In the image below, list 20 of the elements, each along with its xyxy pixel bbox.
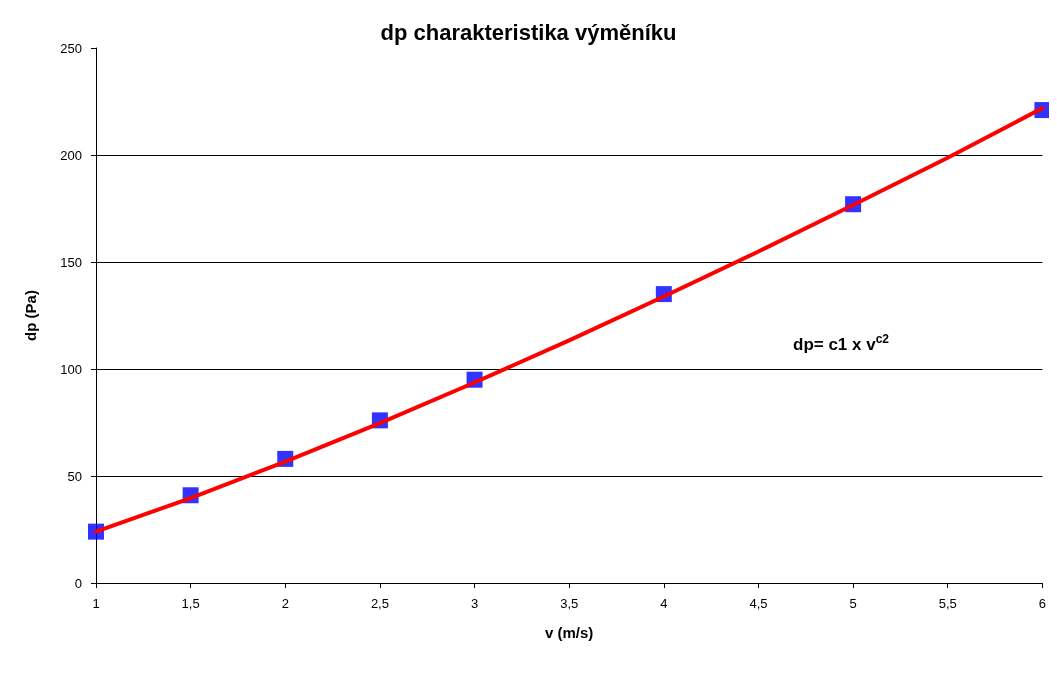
y-tick-label: 100 — [60, 361, 82, 377]
y-tick-label: 250 — [60, 40, 82, 56]
y-tick-label: 200 — [60, 147, 82, 163]
y-tick-label: 150 — [60, 254, 82, 270]
x-tick-label: 4 — [660, 596, 668, 611]
x-tick-label: 5,5 — [938, 596, 957, 611]
x-tick-label: 2,5 — [370, 596, 389, 611]
y-tick-label: 0 — [74, 575, 82, 591]
x-tick-label: 1 — [92, 596, 100, 611]
y-axis-title: dp (Pa) — [22, 290, 39, 341]
y-tick-label: 50 — [67, 468, 82, 484]
x-tick-label: 4,5 — [749, 596, 768, 611]
x-tick-label: 5 — [849, 596, 857, 611]
x-tick-label: 2 — [281, 596, 289, 611]
x-tick-label: 3,5 — [560, 596, 579, 611]
chart-title: dp charakteristika výměníku — [380, 19, 677, 45]
x-tick-label: 6 — [1038, 596, 1046, 611]
x-tick-label: 1,5 — [181, 596, 200, 611]
x-tick-label: 3 — [470, 596, 479, 611]
x-axis-title: v (m/s) — [545, 624, 594, 641]
